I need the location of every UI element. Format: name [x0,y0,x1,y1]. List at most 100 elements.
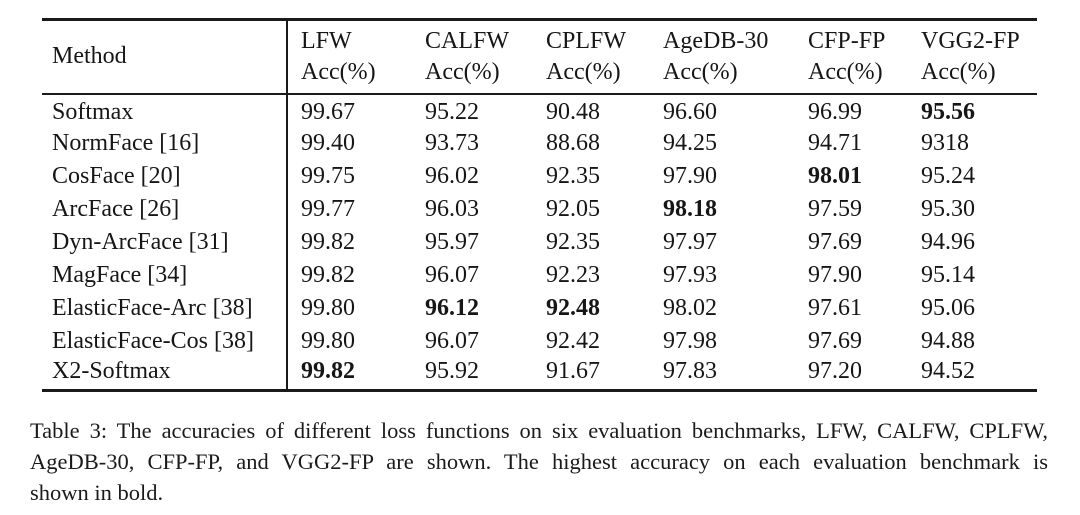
method-cell: CosFace [20] [52,162,181,189]
column-header-cplfw: CPLFW Acc(%) [533,19,650,95]
column-header-method: Method [42,19,287,95]
column-header-unit: Acc(%) [425,58,500,85]
value-cell: 99.80 [286,324,412,358]
column-header-label: CFP-FP [808,27,886,54]
value-cell: 96.03 [425,195,479,222]
table-row: ElasticFace-Arc [38] 99.80 96.12 92.48 9… [42,291,1037,325]
value-cell: 97.69 [808,228,862,255]
value-cell: 96.07 [425,327,479,354]
value-cell: 97.61 [808,294,862,321]
column-header-label: LFW [301,27,352,54]
value-cell: 95.06 [921,294,975,321]
value-cell: 99.82 [286,258,412,292]
value-cell: 99.82 [286,225,412,259]
value-cell: 99.82 [286,357,412,391]
results-table: Method LFW Acc(%) CALFW Acc(%) CPLFW Acc… [42,18,1037,392]
value-cell: 97.83 [663,357,717,384]
method-cell: Dyn-ArcFace [31] [52,228,229,255]
value-cell: 88.68 [546,129,600,156]
value-cell: 92.05 [546,195,600,222]
caption-line: Table 3: The accuracies of different los… [30,418,1048,443]
value-cell: 95.56 [921,98,975,125]
value-cell: 92.48 [546,294,600,321]
value-cell: 98.01 [808,162,862,189]
value-cell: 96.07 [425,261,479,288]
value-cell: 95.92 [425,357,479,384]
value-cell: 92.35 [546,228,600,255]
value-cell: 97.69 [808,327,862,354]
column-header-label: VGG2-FP [921,27,1020,54]
caption-line: AgeDB-30, CFP-FP, and VGG2-FP are shown.… [30,449,1048,474]
value-cell: 96.99 [808,98,862,125]
value-cell: 98.18 [663,195,717,222]
method-cell: ArcFace [26] [52,195,180,222]
value-cell: 97.98 [663,327,717,354]
value-cell: 93.73 [425,129,479,156]
table-row: Dyn-ArcFace [31] 99.82 95.97 92.35 97.97… [42,225,1037,259]
value-cell: 95.22 [425,98,479,125]
value-cell: 98.02 [663,294,717,321]
value-cell: 99.80 [286,291,412,325]
value-cell: 97.93 [663,261,717,288]
column-header-label: CPLFW [546,27,627,54]
value-cell: 97.97 [663,228,717,255]
value-cell: 94.71 [808,129,862,156]
value-cell: 96.02 [425,162,479,189]
value-cell: 99.77 [286,192,412,226]
value-cell: 94.25 [663,129,717,156]
value-cell: 91.67 [546,357,600,384]
column-header-lfw: LFW Acc(%) [286,19,412,95]
value-cell: 9318 [921,129,969,156]
value-cell: 96.60 [663,98,717,125]
value-cell: 95.97 [425,228,479,255]
value-cell: 97.90 [808,261,862,288]
value-cell: 92.23 [546,261,600,288]
value-cell: 96.12 [425,294,479,321]
value-cell: 99.40 [286,126,412,160]
table-row: ElasticFace-Cos [38] 99.80 96.07 92.42 9… [42,324,1037,358]
table-row: Softmax 99.67 95.22 90.48 96.60 96.99 95… [42,93,1037,127]
table-row: X2-Softmax 99.82 95.92 91.67 97.83 97.20… [42,357,1037,391]
table-header-row: Method LFW Acc(%) CALFW Acc(%) CPLFW Acc… [42,19,1037,95]
column-header-unit: Acc(%) [808,58,883,85]
table-row: MagFace [34] 99.82 96.07 92.23 97.93 97.… [42,258,1037,292]
table-row: ArcFace [26] 99.77 96.03 92.05 98.18 97.… [42,192,1037,226]
caption-line: shown in bold. [30,480,164,505]
value-cell: 94.96 [921,228,975,255]
value-cell: 92.35 [546,162,600,189]
column-header-unit: Acc(%) [663,58,738,85]
column-header-cfpfp: CFP-FP Acc(%) [795,19,908,95]
column-header-unit: Acc(%) [301,58,376,85]
column-header-label: Method [52,43,127,70]
value-cell: 90.48 [546,98,600,125]
column-header-agedb30: AgeDB-30 Acc(%) [650,19,795,95]
method-cell: NormFace [16] [52,129,200,156]
table-row: CosFace [20] 99.75 96.02 92.35 97.90 98.… [42,159,1037,193]
table-caption: Table 3: The accuracies of different los… [30,415,1048,508]
method-cell: MagFace [34] [52,261,188,288]
value-cell: 92.42 [546,327,600,354]
value-cell: 97.20 [808,357,862,384]
method-cell: Softmax [52,98,134,125]
value-cell: 94.88 [921,327,975,354]
value-cell: 95.30 [921,195,975,222]
column-header-label: AgeDB-30 [663,27,769,54]
value-cell: 95.24 [921,162,975,189]
table-row: NormFace [16] 99.40 93.73 88.68 94.25 94… [42,126,1037,160]
results-table-wrap: Method LFW Acc(%) CALFW Acc(%) CPLFW Acc… [42,18,1037,392]
value-cell: 99.67 [286,93,412,127]
value-cell: 97.59 [808,195,862,222]
value-cell: 97.90 [663,162,717,189]
value-cell: 94.52 [921,357,975,384]
column-header-unit: Acc(%) [546,58,621,85]
column-header-unit: Acc(%) [921,58,996,85]
method-cell: ElasticFace-Arc [38] [52,294,253,321]
method-cell: X2-Softmax [52,357,171,384]
column-header-calfw: CALFW Acc(%) [412,19,533,95]
method-cell: ElasticFace-Cos [38] [52,327,254,354]
value-cell: 95.14 [921,261,975,288]
column-header-vgg2fp: VGG2-FP Acc(%) [908,19,1037,95]
value-cell: 99.75 [286,159,412,193]
column-header-label: CALFW [425,27,509,54]
